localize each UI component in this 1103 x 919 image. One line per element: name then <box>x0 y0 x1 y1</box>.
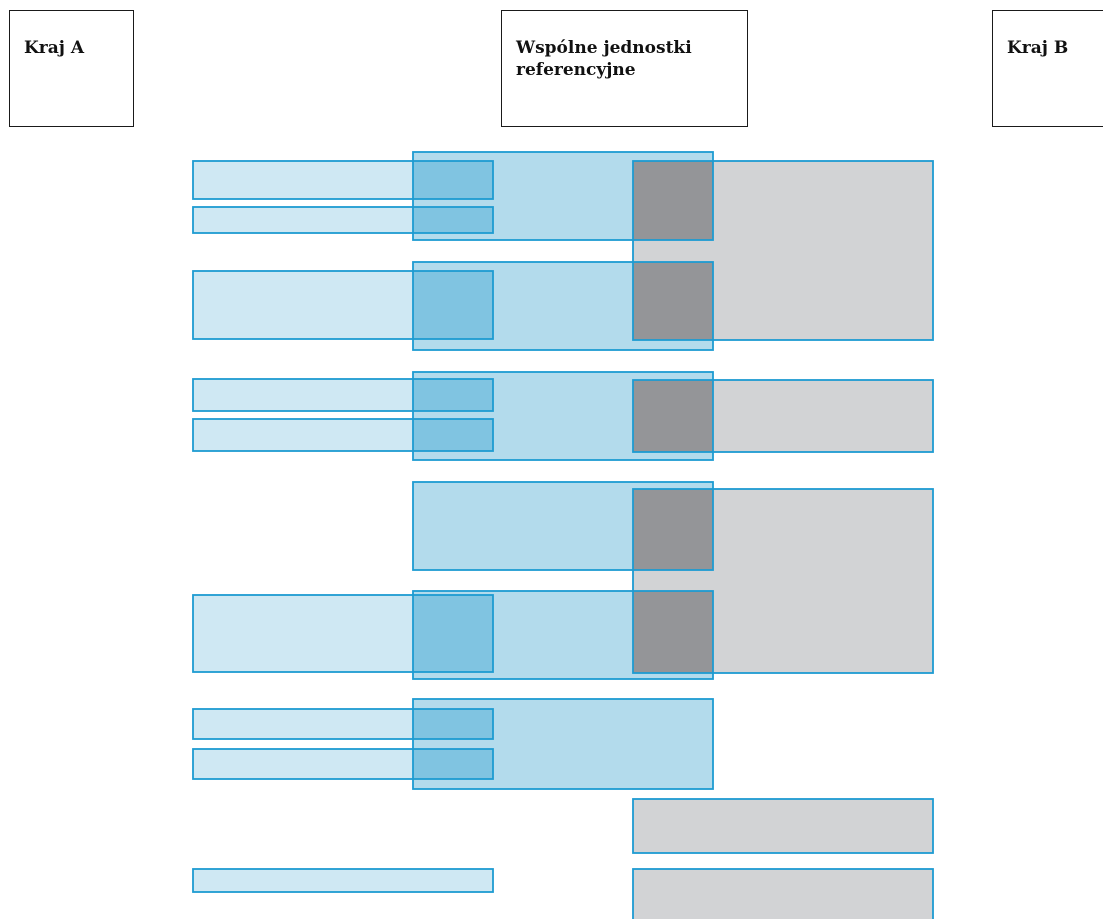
overlap-region <box>413 419 493 451</box>
overlap-region <box>413 207 493 233</box>
overlap-region <box>413 379 493 411</box>
country-b-unit <box>633 799 933 853</box>
overlap-region <box>633 262 713 340</box>
country-b-label: Kraj B <box>992 10 1103 127</box>
overlap-region <box>413 709 493 739</box>
country-b-title: Kraj B <box>1007 38 1069 58</box>
country-b-unit <box>633 869 933 919</box>
unit-outlines <box>192 151 934 919</box>
country-a-label: Kraj A <box>9 10 134 127</box>
country-a-unit <box>193 869 493 892</box>
common-country-b-overlaps <box>633 161 713 673</box>
overlap-region <box>633 380 713 452</box>
overlap-region <box>413 749 493 779</box>
country-a-common-overlaps <box>413 161 493 779</box>
common-units-title: Wspólne jednostki referencyjne <box>516 38 692 80</box>
common-units-label: Wspólne jednostki referencyjne <box>501 10 748 127</box>
overlap-region <box>413 271 493 339</box>
overlap-region <box>633 489 713 570</box>
overlap-region <box>633 161 713 240</box>
overlap-region <box>413 595 493 672</box>
overlap-region <box>633 591 713 673</box>
country-a-title: Kraj A <box>24 38 85 58</box>
overlap-region <box>413 161 493 199</box>
